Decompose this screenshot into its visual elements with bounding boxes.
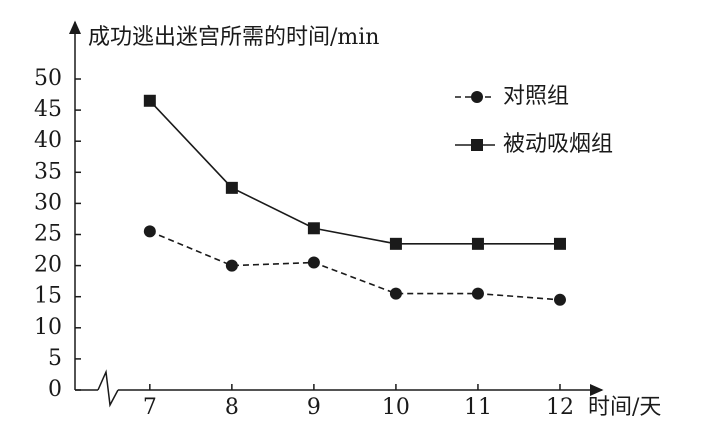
y-tick-label: 25 bbox=[34, 222, 62, 247]
marker bbox=[389, 287, 402, 300]
x-axis-label: 时间/天 bbox=[588, 395, 661, 420]
y-tick-label: 35 bbox=[34, 159, 62, 184]
legend-marker bbox=[471, 91, 483, 103]
y-tick-label: 0 bbox=[48, 377, 62, 402]
marker bbox=[471, 287, 484, 300]
y-tick-label: 10 bbox=[34, 315, 62, 340]
legend-label: 被动吸烟组 bbox=[503, 132, 613, 157]
y-tick-label: 5 bbox=[48, 346, 62, 371]
marker bbox=[307, 222, 320, 235]
x-tick-label: 11 bbox=[464, 395, 492, 420]
marker bbox=[307, 256, 320, 269]
y-tick-label: 40 bbox=[34, 128, 62, 153]
y-axis-label: 成功逃出迷宫所需的时间/min bbox=[88, 25, 379, 50]
x-tick-label: 10 bbox=[382, 395, 410, 420]
marker bbox=[471, 237, 484, 250]
marker bbox=[143, 225, 156, 238]
marker bbox=[225, 259, 238, 272]
marker bbox=[553, 293, 566, 306]
legend-label: 对照组 bbox=[503, 84, 569, 109]
x-tick-label: 7 bbox=[143, 395, 157, 420]
marker bbox=[143, 94, 156, 107]
y-tick-label: 30 bbox=[34, 190, 62, 215]
y-tick-label: 20 bbox=[34, 253, 62, 278]
axis-break bbox=[97, 369, 119, 408]
x-tick-label: 9 bbox=[307, 395, 321, 420]
legend-marker bbox=[471, 139, 483, 151]
marker bbox=[389, 237, 402, 250]
x-tick-label: 12 bbox=[546, 395, 574, 420]
marker bbox=[225, 181, 238, 194]
y-tick-label: 50 bbox=[34, 66, 62, 91]
marker bbox=[553, 237, 566, 250]
y-tick-label: 15 bbox=[34, 284, 62, 309]
y-tick-label: 45 bbox=[34, 97, 62, 122]
series-line bbox=[149, 230, 561, 301]
series-line bbox=[149, 100, 560, 245]
x-tick-label: 8 bbox=[225, 395, 239, 420]
